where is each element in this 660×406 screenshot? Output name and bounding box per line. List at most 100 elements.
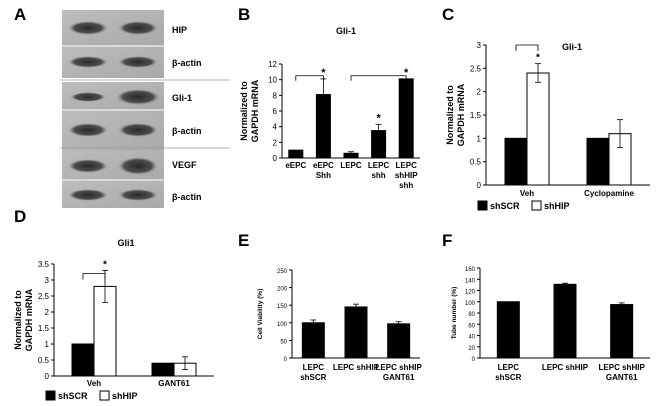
panel-f-bar bbox=[496, 301, 520, 359]
panel-d-y-tick-label: 1 bbox=[45, 340, 50, 349]
panel-d-category-label: Veh bbox=[87, 379, 101, 388]
panel-d-bar bbox=[151, 362, 175, 377]
panel-letter-d: D bbox=[14, 207, 26, 226]
panel-c-y-tick-label: 2.5 bbox=[470, 64, 482, 73]
panel-e-y-tick-label: 200 bbox=[277, 287, 288, 293]
panel-c-y-axis-label: Normalized toGAPDH mRNA bbox=[445, 83, 466, 146]
panel-f-y-tick-label: 100 bbox=[465, 301, 476, 307]
panel-c-category-label: Cyclopamine bbox=[584, 189, 634, 198]
panel-b-category-label: LEPC bbox=[396, 161, 418, 170]
panel-e-category-label: LEPC shHIP bbox=[333, 363, 380, 372]
panel-letter-b: B bbox=[238, 5, 250, 24]
blot-band bbox=[118, 21, 158, 35]
panel-f-y-tick-label: 0 bbox=[472, 357, 476, 363]
blot-band bbox=[68, 159, 108, 173]
panel-c-significance-star: * bbox=[536, 53, 540, 64]
blot-label-gli1: Gli-1 bbox=[172, 93, 192, 103]
blot-label-actin-3: β-actin bbox=[172, 192, 202, 202]
blot-label-vegf: VEGF bbox=[172, 160, 197, 170]
panel-b-bar bbox=[398, 78, 414, 159]
panel-b-y-tick-label: 12 bbox=[268, 60, 277, 69]
panel-b-category-label: LEPC bbox=[368, 161, 390, 170]
panel-letter-e: E bbox=[238, 231, 249, 250]
panel-e-bar bbox=[387, 323, 411, 359]
blot-band bbox=[70, 92, 106, 102]
panel-d-bar bbox=[71, 343, 95, 377]
panel-b-y-axis-label: Normalized toGAPDH mRNA bbox=[239, 79, 260, 142]
panel-b-y-tick-label: 8 bbox=[273, 91, 278, 100]
blot-label-hip: HIP bbox=[172, 25, 187, 35]
panel-f-y-tick-label: 40 bbox=[468, 335, 475, 341]
panel-c-y-tick-label: 1.5 bbox=[470, 111, 482, 120]
panel-c-legend-label: shSCR bbox=[490, 201, 520, 211]
panel-d-significance-bracket bbox=[82, 273, 106, 280]
panel-d-y-tick-label: 2.5 bbox=[38, 292, 50, 301]
panel-d-legend-label: shHIP bbox=[112, 391, 138, 401]
blot-label-actin-1: β-actin bbox=[172, 58, 202, 68]
panel-f-y-axis-label: Tube number (%) bbox=[451, 287, 458, 340]
panel-d-legend-swatch bbox=[45, 390, 56, 401]
panel-d-y-tick-label: 0.5 bbox=[38, 356, 50, 365]
panel-b-category-label: Shh bbox=[316, 171, 331, 180]
panel-b-category-label: LEPC bbox=[340, 161, 362, 170]
panel-letter-c: C bbox=[442, 5, 454, 24]
panel-f-y-tick-label: 20 bbox=[468, 346, 475, 352]
panel-letter-f: F bbox=[442, 231, 452, 250]
panel-b-category-label: shh bbox=[399, 181, 413, 190]
panel-d-significance-star: * bbox=[103, 259, 107, 270]
panel-b-y-tick-label: 10 bbox=[268, 76, 277, 85]
blot-band bbox=[118, 56, 158, 68]
panel-c-y-tick-label: 3 bbox=[477, 41, 482, 50]
panel-c-y-tick-label: 1 bbox=[477, 134, 482, 143]
panel-f-category-label: shSCR bbox=[495, 373, 521, 382]
panel-b-bar bbox=[288, 149, 304, 159]
blot-band bbox=[118, 189, 158, 201]
panel-d-legend-label: shSCR bbox=[58, 391, 88, 401]
panel-b-y-tick-label: 6 bbox=[273, 107, 278, 116]
panel-c-y-tick-label: 2 bbox=[477, 88, 482, 97]
panel-e-y-tick-label: 250 bbox=[277, 269, 288, 275]
blot-band bbox=[116, 89, 160, 105]
panel-c-bar bbox=[526, 72, 550, 186]
panel-b-category-label: shHIP bbox=[395, 171, 418, 180]
panel-f-bar bbox=[610, 304, 634, 359]
panel-e-category-label: LEPC bbox=[303, 363, 325, 372]
panel-c-bar bbox=[586, 137, 610, 186]
panel-e-bar bbox=[301, 322, 325, 359]
panel-e-category-label: LEPC shHIP bbox=[376, 363, 423, 372]
panel-d-y-tick-label: 2 bbox=[45, 308, 50, 317]
panel-f-category-label: LEPC shHIP bbox=[542, 363, 589, 372]
panel-b-category-label: shh bbox=[371, 171, 385, 180]
panel-d-y-tick-label: 3 bbox=[45, 276, 50, 285]
blot-label-actin-2: β-actin bbox=[172, 126, 202, 136]
panel-e-bar bbox=[344, 306, 368, 359]
panel-b-significance-star: * bbox=[376, 112, 381, 124]
panel-d-title: Gli1 bbox=[117, 238, 134, 248]
panel-f-y-tick-label: 140 bbox=[465, 278, 476, 284]
panel-f-y-tick-label: 60 bbox=[468, 323, 475, 329]
panel-c-significance-bracket bbox=[515, 44, 539, 51]
panel-b-y-tick-label: 4 bbox=[273, 123, 278, 132]
panel-f-y-tick-label: 160 bbox=[465, 267, 476, 273]
panel-d-y-tick-label: 0 bbox=[45, 372, 50, 381]
panel-c-title: Gli-1 bbox=[562, 42, 582, 52]
panel-b-significance-star: * bbox=[321, 67, 326, 79]
panel-b-significance-star: * bbox=[404, 67, 409, 79]
blot-band bbox=[118, 123, 158, 137]
blot-band bbox=[118, 157, 158, 175]
panel-d-y-axis-label: Normalized toGAPDH mRNA bbox=[13, 288, 34, 351]
panel-f-category-label: LEPC bbox=[498, 363, 520, 372]
panel-c-legend-label: shHIP bbox=[544, 201, 570, 211]
panel-c-y-tick-label: 0.5 bbox=[470, 158, 482, 167]
panel-c-y-tick-label: 0 bbox=[477, 181, 482, 190]
panel-letter-a: A bbox=[14, 5, 26, 24]
panel-f-y-tick-label: 120 bbox=[465, 290, 476, 296]
blot-band bbox=[68, 123, 108, 137]
blot-band bbox=[68, 56, 108, 68]
panel-c-category-label: Veh bbox=[520, 189, 534, 198]
panel-c-bar bbox=[504, 137, 528, 186]
panel-b-y-tick-label: 0 bbox=[273, 154, 278, 163]
panel-b-category-label: eEPC bbox=[313, 161, 334, 170]
